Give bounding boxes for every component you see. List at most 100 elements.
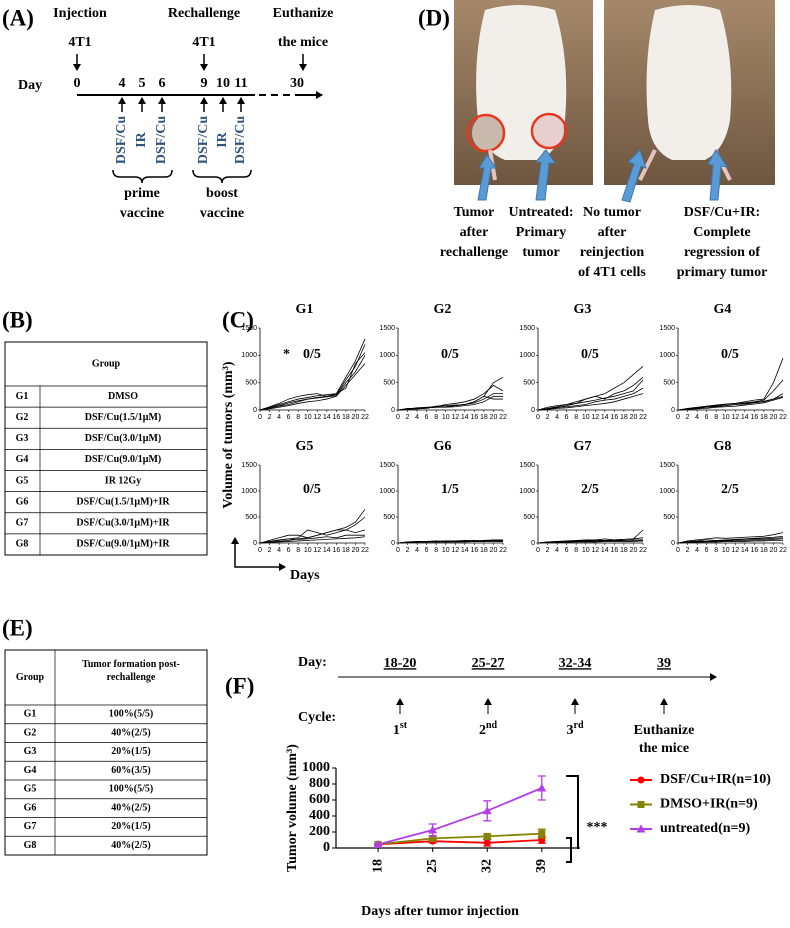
x-tick-label: 0 — [396, 547, 400, 554]
x-tick-label: 12 — [313, 547, 321, 554]
chart-title: G7 — [574, 439, 592, 454]
table-cell: 100%(5/5) — [109, 709, 153, 720]
y-tick-label: 0 — [391, 540, 395, 547]
x-tick-label: 4 — [695, 547, 699, 554]
x-tick-label: 10 — [442, 414, 450, 421]
x-tick-label: 25 — [425, 859, 440, 873]
x-tick-label: 18 — [480, 414, 488, 421]
x-axis-label: Days after tumor injection — [361, 904, 519, 919]
treatment: IR — [215, 131, 230, 147]
x-tick-label: 6 — [425, 414, 429, 421]
day-number: 5 — [139, 76, 146, 91]
phase-label: boost — [206, 186, 238, 201]
chart-title: G4 — [714, 302, 732, 317]
chart-title: G2 — [434, 302, 452, 317]
tumor-line — [677, 537, 784, 544]
caption-line: reinjection — [580, 245, 644, 260]
tumor-line — [259, 363, 366, 411]
cycle-sup: rd — [574, 720, 584, 731]
x-tick-label: 16 — [470, 547, 478, 554]
caption-line: after — [598, 225, 627, 240]
x-tick-label: 22 — [779, 547, 787, 554]
x-tick-label: 18 — [342, 547, 350, 554]
y-tick-label: 0 — [391, 407, 395, 414]
x-tick-label: 4 — [277, 414, 281, 421]
caption-line: No tumor — [583, 205, 641, 220]
x-tick-label: 22 — [499, 414, 507, 421]
phase-label: vaccine — [120, 206, 164, 221]
table-cell: G2 — [24, 727, 37, 738]
panel-label: (F) — [225, 673, 254, 698]
x-tick-label: 16 — [332, 547, 340, 554]
panel-label: (D) — [418, 5, 450, 30]
x-tick-label: 4 — [555, 414, 559, 421]
day-number: 30 — [290, 76, 304, 91]
day-number: 9 — [201, 76, 208, 91]
table-cell: G5 — [16, 475, 29, 486]
x-axis-label: Days — [290, 568, 320, 583]
cycle-number: 1st — [393, 720, 408, 738]
caption-line: rechallenge — [440, 245, 508, 260]
x-tick-label: 10 — [722, 414, 730, 421]
y-tick-label: 1000 — [659, 352, 675, 359]
table-cell: 20%(1/5) — [111, 821, 150, 832]
table-cell: DSF/Cu(3.0/1μM)+IR — [76, 518, 170, 529]
x-tick-label: 12 — [731, 547, 739, 554]
end-label: the mice — [639, 741, 689, 756]
cycle-day: 39 — [657, 656, 671, 671]
caption-line: after — [460, 225, 489, 240]
significance-bracket — [566, 775, 579, 863]
y-tick-label: 800 — [309, 776, 330, 791]
legend-label: untreated(n=9) — [660, 821, 750, 836]
x-tick-label: 14 — [461, 547, 469, 554]
y-axis-label: Volume of tumors (mm³) — [221, 361, 236, 508]
x-tick-label: 14 — [741, 547, 749, 554]
y-tick-label: 500 — [245, 380, 257, 387]
y-tick-label: 1500 — [241, 325, 257, 332]
table-cell: 40%(2/5) — [111, 802, 150, 813]
table-cell: DSF/Cu(9.0/1μM)+IR — [76, 539, 170, 550]
x-tick-label: 18 — [342, 414, 350, 421]
table-cell: G6 — [16, 496, 29, 507]
day-number: 4 — [119, 76, 126, 91]
x-tick-label: 22 — [639, 547, 647, 554]
axis-arrow — [234, 545, 286, 571]
y-tick-label: 600 — [309, 792, 330, 807]
event-sub: 4T1 — [68, 35, 91, 50]
phase-label: prime — [124, 186, 160, 201]
treatment: DSF/Cu — [114, 116, 129, 164]
tumor-line — [537, 393, 644, 411]
legend-marker — [637, 776, 645, 784]
x-tick-label: 22 — [779, 414, 787, 421]
photos — [454, 0, 775, 203]
x-tick-label: 0 — [536, 547, 540, 554]
y-tick-label: 500 — [663, 380, 675, 387]
x-tick-label: 10 — [304, 547, 312, 554]
series-line — [378, 832, 542, 846]
chart-title: G3 — [574, 302, 592, 317]
tumor-line — [259, 516, 366, 544]
y-tick-label: 1500 — [659, 325, 675, 332]
table-cell: G5 — [24, 784, 37, 795]
x-tick-label: 8 — [714, 414, 718, 421]
x-tick-label: 22 — [361, 414, 369, 421]
x-tick-label: 0 — [676, 547, 680, 554]
x-tick-label: 6 — [705, 414, 709, 421]
data-point — [482, 806, 492, 815]
legend-label: DMSO+IR(n=9) — [660, 797, 758, 812]
x-tick-label: 18 — [370, 859, 385, 873]
annotation: *** — [587, 820, 608, 835]
table-cell: G4 — [24, 765, 37, 776]
y-tick-label: 1000 — [302, 760, 330, 775]
y-tick-label: 400 — [309, 808, 330, 823]
x-tick-label: 20 — [352, 547, 360, 554]
series-line — [378, 839, 542, 846]
x-tick-label: 8 — [296, 547, 300, 554]
x-tick-label: 6 — [705, 547, 709, 554]
series-line — [377, 787, 543, 846]
x-tick-label: 2 — [268, 547, 272, 554]
x-tick-label: 18 — [760, 414, 768, 421]
x-tick-label: 16 — [750, 547, 758, 554]
panel-label: (A) — [2, 5, 34, 30]
cycle-day: 18-20 — [384, 656, 417, 671]
